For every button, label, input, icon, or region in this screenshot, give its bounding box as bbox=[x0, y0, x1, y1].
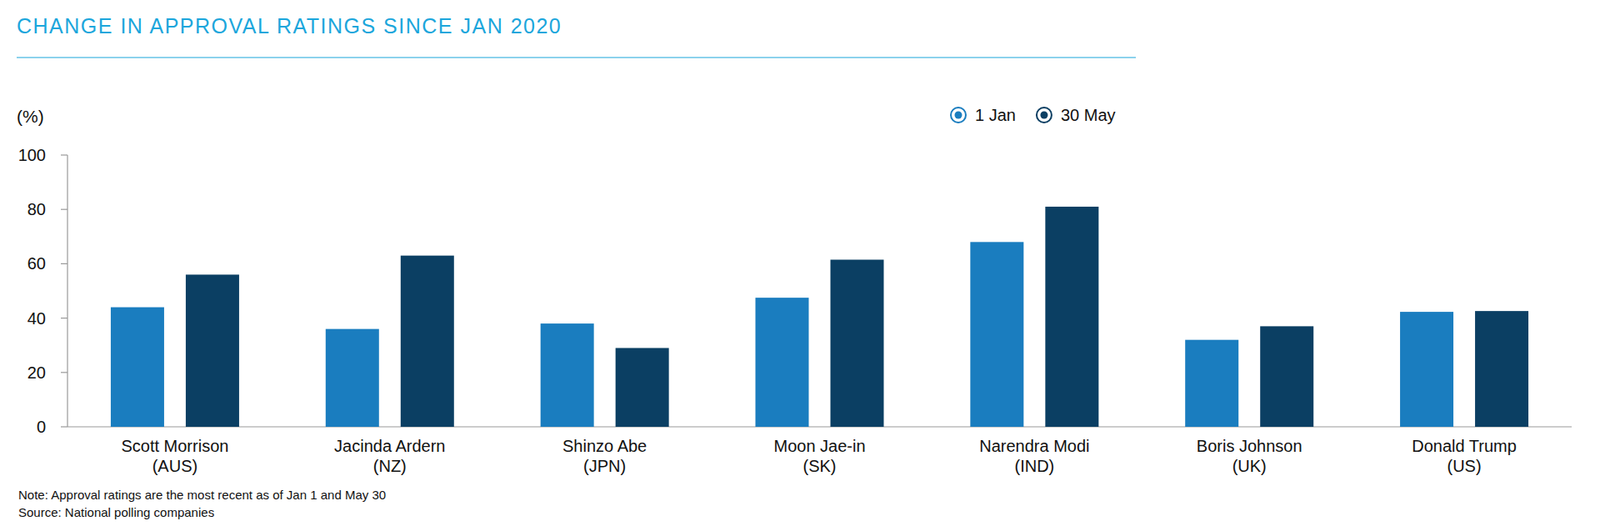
y-tick bbox=[60, 317, 68, 319]
chart: CHANGE IN APPROVAL RATINGS SINCE JAN 202… bbox=[0, 0, 1600, 526]
x-tick-label: Boris Johnson(UK) bbox=[1196, 436, 1303, 475]
legend-label: 1 Jan bbox=[975, 105, 1016, 125]
y-tick-label: 80 bbox=[27, 200, 46, 219]
x-tick-label-line: (AUS) bbox=[152, 456, 198, 475]
bar bbox=[400, 255, 455, 427]
x-tick-label: Jacinda Ardern(NZ) bbox=[334, 436, 445, 475]
y-tick bbox=[60, 263, 68, 265]
y-tick-label: 20 bbox=[27, 363, 46, 382]
y-axis bbox=[66, 155, 68, 427]
x-tick-label: Shinzo Abe(JPN) bbox=[562, 436, 647, 475]
x-tick-label-line: Narendra Modi bbox=[979, 436, 1090, 455]
y-tick bbox=[60, 154, 68, 155]
x-tick-label-line: Scott Morrison bbox=[120, 436, 229, 455]
y-axis-label: (%) bbox=[16, 106, 45, 126]
x-tick-label-line: (UK) bbox=[1232, 456, 1267, 475]
y-tick-label: 40 bbox=[27, 309, 46, 328]
legend-dot bbox=[955, 111, 963, 120]
bar bbox=[1475, 310, 1529, 427]
x-tick-label-line: (US) bbox=[1447, 456, 1482, 475]
x-tick-label-line: Moon Jae-in bbox=[773, 436, 865, 455]
note: Source: National polling companies bbox=[18, 505, 215, 520]
bar bbox=[1260, 325, 1314, 427]
y-tick bbox=[60, 425, 68, 427]
y-tick-label: 0 bbox=[36, 417, 46, 436]
bar bbox=[110, 307, 165, 427]
bar bbox=[1400, 311, 1454, 427]
x-tick-label-line: Boris Johnson bbox=[1196, 436, 1303, 455]
bar bbox=[755, 297, 810, 427]
bar bbox=[615, 347, 670, 427]
x-tick-label: Narendra Modi(IND) bbox=[979, 436, 1090, 475]
legend-item: 30 May bbox=[1036, 105, 1116, 125]
legend-dot bbox=[1040, 111, 1048, 120]
legend-label: 30 May bbox=[1060, 105, 1116, 125]
bar bbox=[1185, 340, 1239, 427]
x-tick-label-line: (IND) bbox=[1014, 456, 1055, 475]
x-axis bbox=[67, 425, 1572, 427]
title: CHANGE IN APPROVAL RATINGS SINCE JAN 202… bbox=[16, 14, 562, 38]
legend-ring bbox=[950, 107, 966, 123]
x-tick-label: Scott Morrison(AUS) bbox=[120, 436, 229, 475]
x-tick-label-line: (NZ) bbox=[373, 456, 407, 475]
title-rule bbox=[16, 56, 1136, 58]
bar bbox=[185, 274, 240, 427]
y-tick-label: 60 bbox=[27, 254, 46, 273]
legend-ring bbox=[1036, 107, 1052, 123]
x-tick-label-line: Jacinda Ardern bbox=[334, 436, 445, 455]
bar bbox=[830, 260, 885, 427]
x-tick-label-line: Shinzo Abe bbox=[562, 436, 647, 455]
x-tick-label-line: (JPN) bbox=[583, 456, 626, 475]
bar bbox=[970, 241, 1024, 427]
x-tick-label-line: Donald Trump bbox=[1411, 436, 1517, 455]
note: Note: Approval ratings are the most rece… bbox=[18, 487, 386, 502]
x-tick-label: Moon Jae-in(SK) bbox=[773, 436, 865, 475]
bar bbox=[540, 323, 595, 427]
y-tick-label: 100 bbox=[18, 145, 46, 165]
x-tick-label-line: (SK) bbox=[803, 456, 837, 475]
bar bbox=[325, 329, 380, 427]
y-tick bbox=[60, 371, 68, 373]
legend-item: 1 Jan bbox=[950, 105, 1016, 125]
y-tick bbox=[60, 209, 68, 210]
x-tick-label: Donald Trump(US) bbox=[1411, 436, 1517, 475]
bar bbox=[1045, 206, 1099, 427]
